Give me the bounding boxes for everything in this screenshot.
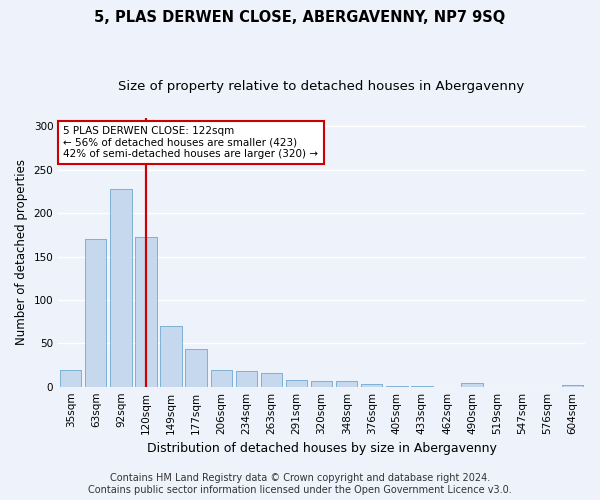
Text: 5 PLAS DERWEN CLOSE: 122sqm
← 56% of detached houses are smaller (423)
42% of se: 5 PLAS DERWEN CLOSE: 122sqm ← 56% of det… (64, 126, 319, 159)
Bar (236, 371, 257, 386)
Bar (461, 383, 483, 386)
Title: Size of property relative to detached houses in Abergavenny: Size of property relative to detached ho… (118, 80, 525, 93)
Bar (85, 239, 106, 386)
Bar (236, 371, 257, 386)
Bar (286, 380, 307, 386)
Bar (136, 238, 157, 386)
Bar (211, 370, 232, 386)
Bar (562, 385, 583, 386)
Bar (261, 373, 282, 386)
Bar (311, 382, 332, 386)
Bar (160, 326, 182, 386)
X-axis label: Distribution of detached houses by size in Abergavenny: Distribution of detached houses by size … (146, 442, 497, 455)
Text: 5, PLAS DERWEN CLOSE, ABERGAVENNY, NP7 9SQ: 5, PLAS DERWEN CLOSE, ABERGAVENNY, NP7 9… (94, 10, 506, 25)
Bar (361, 384, 382, 386)
Bar (562, 385, 583, 386)
Y-axis label: Number of detached properties: Number of detached properties (15, 159, 28, 345)
Bar (160, 326, 182, 386)
Bar (110, 189, 131, 386)
Bar (136, 238, 157, 386)
Bar (85, 239, 106, 386)
Text: Contains HM Land Registry data © Crown copyright and database right 2024.
Contai: Contains HM Land Registry data © Crown c… (88, 474, 512, 495)
Bar (286, 380, 307, 386)
Bar (336, 382, 358, 386)
Bar (261, 373, 282, 386)
Bar (336, 382, 358, 386)
Bar (311, 382, 332, 386)
Bar (211, 370, 232, 386)
Bar (110, 189, 131, 386)
Bar (185, 350, 207, 387)
Bar (461, 383, 483, 386)
Bar (361, 384, 382, 386)
Bar (185, 350, 207, 387)
Bar (60, 370, 82, 386)
Bar (60, 370, 82, 386)
